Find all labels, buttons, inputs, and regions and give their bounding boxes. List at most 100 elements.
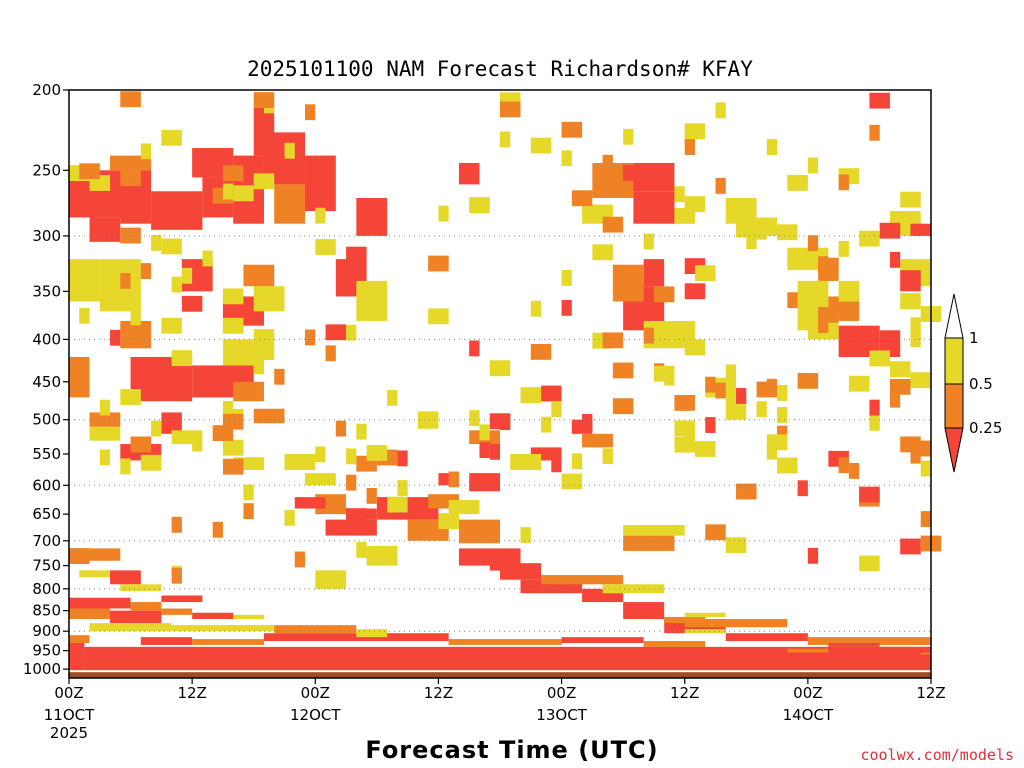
ri-cell	[664, 616, 706, 624]
ri-cell	[500, 563, 542, 580]
ri-cell	[192, 435, 203, 452]
y-tick-label: 450	[32, 373, 61, 391]
ri-cell	[900, 538, 921, 555]
legend-label: 0.25	[969, 419, 1002, 437]
ri-cell	[530, 300, 542, 317]
ri-cell	[510, 453, 542, 470]
ri-cell	[222, 401, 234, 417]
ri-cell	[489, 554, 500, 571]
ri-cell	[900, 191, 921, 208]
ri-cell	[592, 244, 613, 261]
ri-cell	[110, 570, 141, 585]
ri-cell	[479, 442, 490, 459]
ri-cell	[684, 629, 726, 634]
ri-cell	[387, 496, 408, 513]
ri-cell	[705, 417, 716, 433]
ri-cell	[120, 91, 141, 108]
y-tick-label: 1000	[23, 660, 61, 678]
ri-cell	[736, 388, 747, 404]
ri-cell	[356, 423, 367, 440]
legend-arrow-bottom	[944, 427, 964, 473]
ri-cell	[151, 191, 203, 230]
ri-cell	[397, 480, 408, 496]
ri-cell	[140, 637, 193, 645]
x-tick-label: 12Z	[177, 684, 206, 702]
ri-cell	[284, 142, 295, 159]
ri-cell	[766, 139, 778, 156]
ri-cell	[551, 401, 562, 418]
ri-cell	[130, 309, 141, 326]
ri-cell	[541, 385, 562, 402]
ri-cell	[140, 454, 162, 471]
y-tick-label: 200	[32, 81, 61, 99]
ri-cell	[438, 205, 449, 222]
ri-cell	[222, 183, 234, 200]
ri-cell	[674, 436, 695, 453]
ri-cell	[807, 637, 931, 645]
ri-cell	[253, 173, 275, 190]
ri-cell	[705, 524, 726, 541]
ri-cell	[623, 525, 685, 536]
ri-cell	[120, 584, 162, 592]
ri-cell	[79, 163, 100, 180]
ri-cell	[253, 358, 264, 375]
ri-cell	[346, 246, 367, 263]
ri-cell	[120, 182, 141, 199]
ri-cell	[725, 364, 737, 381]
ri-cell	[643, 327, 654, 344]
ri-cell	[869, 92, 890, 109]
ri-cell	[520, 387, 542, 404]
ri-cell	[869, 414, 880, 431]
ri-cell	[428, 255, 449, 272]
ri-cell	[561, 269, 572, 286]
ri-cell	[171, 625, 275, 632]
y-tick-label: 900	[32, 622, 61, 640]
ri-cell	[366, 545, 398, 566]
ri-cell	[859, 555, 880, 572]
ri-cell	[243, 503, 254, 520]
credit-text[interactable]: coolwx.com/models	[860, 746, 1014, 764]
ri-cell	[469, 473, 500, 492]
ri-cell	[161, 608, 193, 615]
ri-cell	[879, 646, 931, 653]
ri-cell	[438, 513, 459, 530]
ri-cell	[294, 551, 306, 568]
ri-cell	[869, 124, 880, 141]
ri-cell	[520, 527, 531, 543]
ri-cell	[684, 139, 695, 155]
ri-cell	[315, 570, 347, 589]
y-tick-label: 550	[32, 445, 61, 463]
ri-cell	[612, 398, 634, 415]
ri-cell	[171, 350, 193, 367]
ri-cell	[192, 612, 234, 620]
ri-cell	[889, 251, 901, 268]
ri-cell	[171, 567, 182, 584]
ri-cell	[346, 474, 357, 491]
ri-cell	[397, 450, 408, 467]
ri-cell	[181, 295, 203, 312]
y-tick-label: 250	[32, 161, 61, 179]
ri-cell	[571, 453, 583, 470]
ri-cell	[602, 448, 613, 465]
ri-cell	[541, 575, 624, 585]
ri-cell	[448, 639, 562, 645]
ri-cell	[623, 602, 665, 620]
ri-cell	[500, 414, 511, 431]
chart-title: 2025101100 NAM Forecast Richardson# KFAY	[247, 57, 753, 81]
ri-cell	[859, 486, 880, 503]
ri-cell	[89, 217, 121, 242]
ri-cell	[694, 441, 716, 457]
legend: 1 0.5 0.25	[944, 293, 1002, 473]
ri-cell	[161, 595, 203, 603]
ri-cell	[633, 191, 675, 224]
ri-cell	[120, 170, 141, 187]
ri-cell	[684, 283, 706, 300]
ri-cell	[787, 292, 798, 309]
ri-cell	[469, 197, 490, 214]
ri-cell	[284, 509, 295, 526]
ri-cell	[582, 433, 613, 448]
ri-cell	[561, 637, 644, 644]
ri-cell	[69, 259, 100, 302]
